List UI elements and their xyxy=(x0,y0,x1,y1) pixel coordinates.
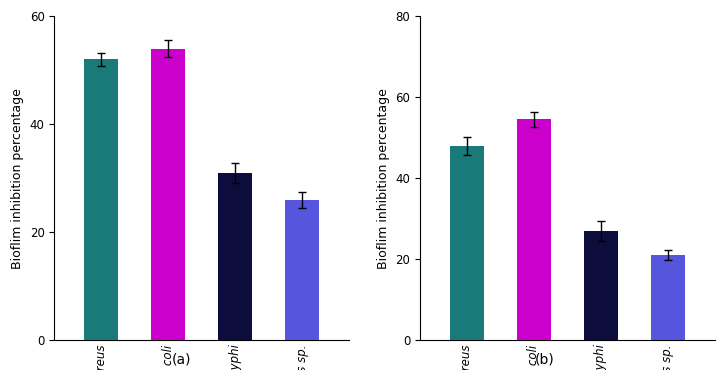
Text: (b): (b) xyxy=(534,352,555,366)
Bar xyxy=(285,200,319,340)
Y-axis label: Bioflim inhibition percentage: Bioflim inhibition percentage xyxy=(11,88,24,269)
Bar xyxy=(152,48,185,340)
Bar xyxy=(219,173,252,340)
Text: (a): (a) xyxy=(172,352,191,366)
Bar xyxy=(651,255,685,340)
Bar xyxy=(517,120,551,340)
Bar xyxy=(84,59,118,340)
Bar xyxy=(450,146,484,340)
Y-axis label: Bioflim inhibition percentage: Bioflim inhibition percentage xyxy=(377,88,390,269)
Bar xyxy=(584,231,618,340)
